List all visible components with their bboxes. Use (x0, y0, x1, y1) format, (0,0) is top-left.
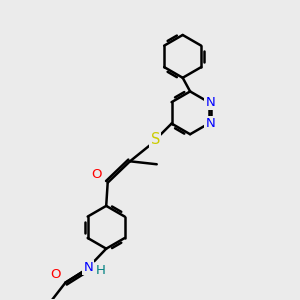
Text: N: N (205, 96, 215, 109)
Text: O: O (91, 168, 102, 181)
Text: N: N (205, 117, 215, 130)
Text: O: O (50, 268, 60, 281)
Text: S: S (151, 132, 160, 147)
Text: H: H (96, 264, 106, 277)
Text: N: N (83, 261, 93, 274)
